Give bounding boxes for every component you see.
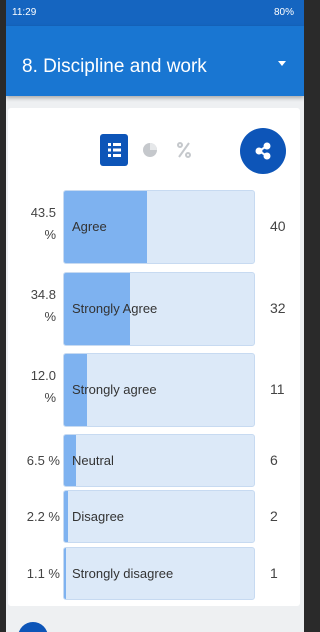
time: 11:29 <box>12 7 36 18</box>
bar-track: Strongly agree <box>63 353 255 427</box>
result-row: 2.2 % Disagree 2 <box>8 490 300 543</box>
option-label: Disagree <box>72 509 124 524</box>
screen: 11:29 80% 8. Discipline and work 43.5 % A… <box>6 0 304 632</box>
pie-view[interactable] <box>136 134 164 166</box>
page: 11:29 80% 8. Discipline and work 43.5 % A… <box>0 0 304 632</box>
bar-track: Agree <box>63 190 255 264</box>
bar-track: Neutral <box>63 434 255 487</box>
percent-label: 6.5 % <box>18 450 60 472</box>
result-row: 34.8 % Strongly Agree 32 <box>8 272 300 346</box>
bar-track: Strongly disagree <box>63 547 255 600</box>
app-bar: 8. Discipline and work <box>6 26 304 96</box>
share-icon <box>240 128 286 174</box>
share-button[interactable] <box>240 128 286 174</box>
option-label: Strongly agree <box>72 382 157 397</box>
count: 6 <box>270 452 278 468</box>
battery: 80% <box>274 7 294 18</box>
list-icon <box>100 134 128 166</box>
list-view[interactable] <box>100 134 128 166</box>
count: 40 <box>270 218 286 234</box>
pie-icon <box>136 134 164 166</box>
count: 1 <box>270 565 278 581</box>
percent-label: 2.2 % <box>18 506 60 528</box>
count: 32 <box>270 300 286 316</box>
count: 11 <box>270 381 285 397</box>
view-toggle <box>100 134 204 166</box>
title[interactable]: 8. Discipline and work <box>22 56 207 78</box>
percent-icon <box>170 134 198 166</box>
option-label: Agree <box>72 219 107 234</box>
bar-fill <box>64 491 68 542</box>
option-label: Neutral <box>72 453 114 468</box>
dropdown[interactable] <box>278 61 286 66</box>
percent-view[interactable] <box>170 134 198 166</box>
percent-label: 12.0 % <box>18 365 56 409</box>
result-row: 12.0 % Strongly agree 11 <box>8 353 300 427</box>
status-bar: 11:29 80% <box>6 0 304 26</box>
bar-fill <box>64 548 66 599</box>
next-button[interactable] <box>18 622 48 632</box>
count: 2 <box>270 508 278 524</box>
result-row: 43.5 % Agree 40 <box>8 190 300 264</box>
option-label: Strongly disagree <box>72 566 173 581</box>
bar-track: Strongly Agree <box>63 272 255 346</box>
bar-track: Disagree <box>63 490 255 543</box>
percent-label: 1.1 % <box>18 563 60 585</box>
option-label: Strongly Agree <box>72 301 157 316</box>
results-card: 43.5 % Agree 40 34.8 % Strongly Agree 32 12.0 … <box>8 108 300 606</box>
percent-label: 34.8 % <box>18 284 56 328</box>
result-row: 6.5 % Neutral 6 <box>8 434 300 487</box>
percent-label: 43.5 % <box>18 202 56 246</box>
result-row: 1.1 % Strongly disagree 1 <box>8 547 300 600</box>
